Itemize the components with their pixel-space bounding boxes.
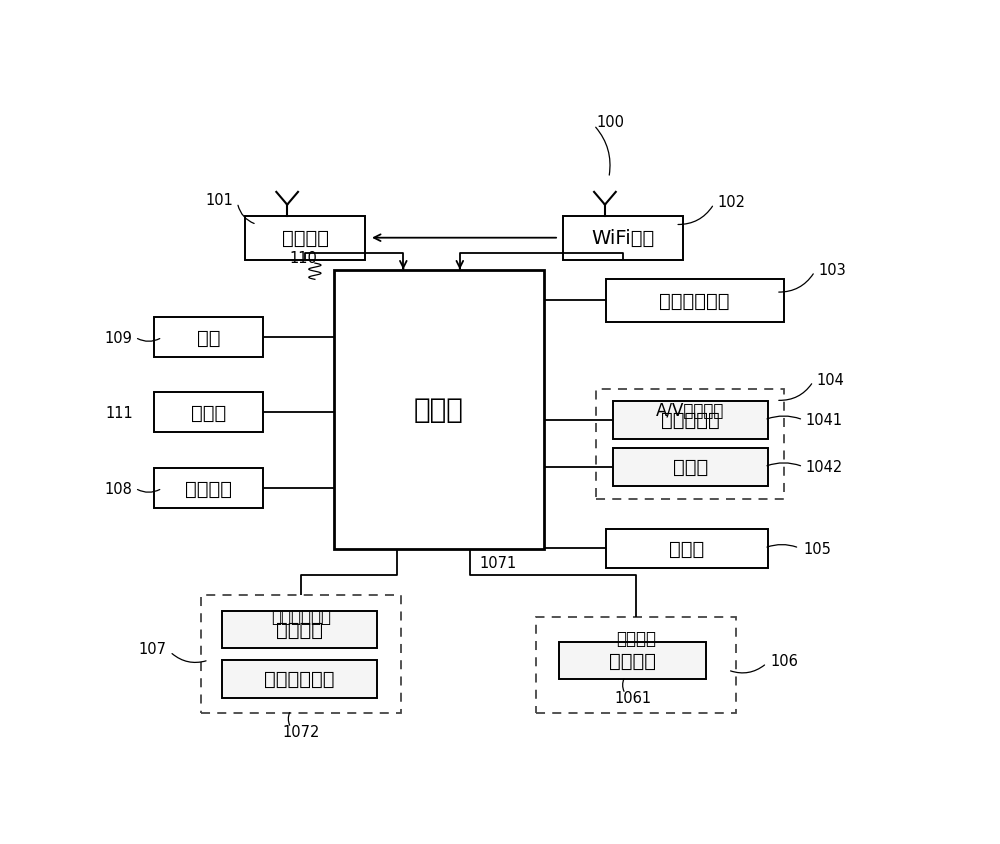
Bar	[613, 402, 768, 439]
Text: WiFi模块: WiFi模块	[591, 229, 655, 248]
Text: 102: 102	[718, 194, 746, 209]
Text: 传感器: 传感器	[669, 539, 704, 558]
Text: 106: 106	[771, 653, 798, 668]
Bar	[245, 216, 365, 261]
Text: 显示单元: 显示单元	[616, 629, 656, 647]
Text: 射频单元: 射频单元	[282, 229, 329, 248]
Text: 104: 104	[816, 372, 844, 387]
Text: 1061: 1061	[614, 690, 651, 706]
Text: 100: 100	[596, 115, 624, 130]
Bar	[154, 392, 263, 433]
Bar	[201, 595, 401, 713]
Text: 存储器: 存储器	[191, 403, 226, 422]
Text: A/V输入单元: A/V输入单元	[656, 402, 724, 419]
Bar	[222, 660, 377, 698]
Bar	[606, 529, 768, 568]
Text: 101: 101	[206, 192, 234, 208]
Text: 110: 110	[289, 251, 317, 266]
Text: 用户输入单元: 用户输入单元	[271, 607, 331, 625]
Bar	[596, 390, 784, 499]
Text: 电源: 电源	[197, 328, 220, 348]
Text: 触控面板: 触控面板	[276, 620, 323, 639]
Text: 1042: 1042	[805, 460, 843, 474]
Text: 103: 103	[819, 262, 846, 278]
Text: 处理器: 处理器	[414, 396, 464, 424]
Text: 麦克风: 麦克风	[673, 457, 708, 477]
Bar	[606, 280, 784, 322]
Bar	[563, 216, 683, 261]
Bar	[154, 468, 263, 509]
Text: 其他输入设备: 其他输入设备	[264, 669, 335, 689]
Bar	[222, 611, 377, 648]
Bar	[536, 617, 736, 713]
Text: 音频输出单元: 音频输出单元	[659, 292, 730, 311]
Text: 111: 111	[105, 405, 133, 420]
Text: 接口单元: 接口单元	[185, 479, 232, 498]
Text: 109: 109	[105, 330, 133, 345]
Text: 107: 107	[138, 641, 166, 656]
Text: 108: 108	[105, 481, 133, 496]
Bar	[559, 642, 706, 679]
Text: 图形处理器: 图形处理器	[661, 411, 720, 430]
Bar	[154, 317, 263, 358]
Bar	[613, 448, 768, 486]
Bar	[334, 270, 544, 549]
Text: 1041: 1041	[805, 413, 843, 428]
Text: 1072: 1072	[282, 724, 320, 739]
Text: 105: 105	[803, 541, 831, 556]
Text: 显示面板: 显示面板	[609, 652, 656, 670]
Text: 1071: 1071	[480, 555, 517, 571]
